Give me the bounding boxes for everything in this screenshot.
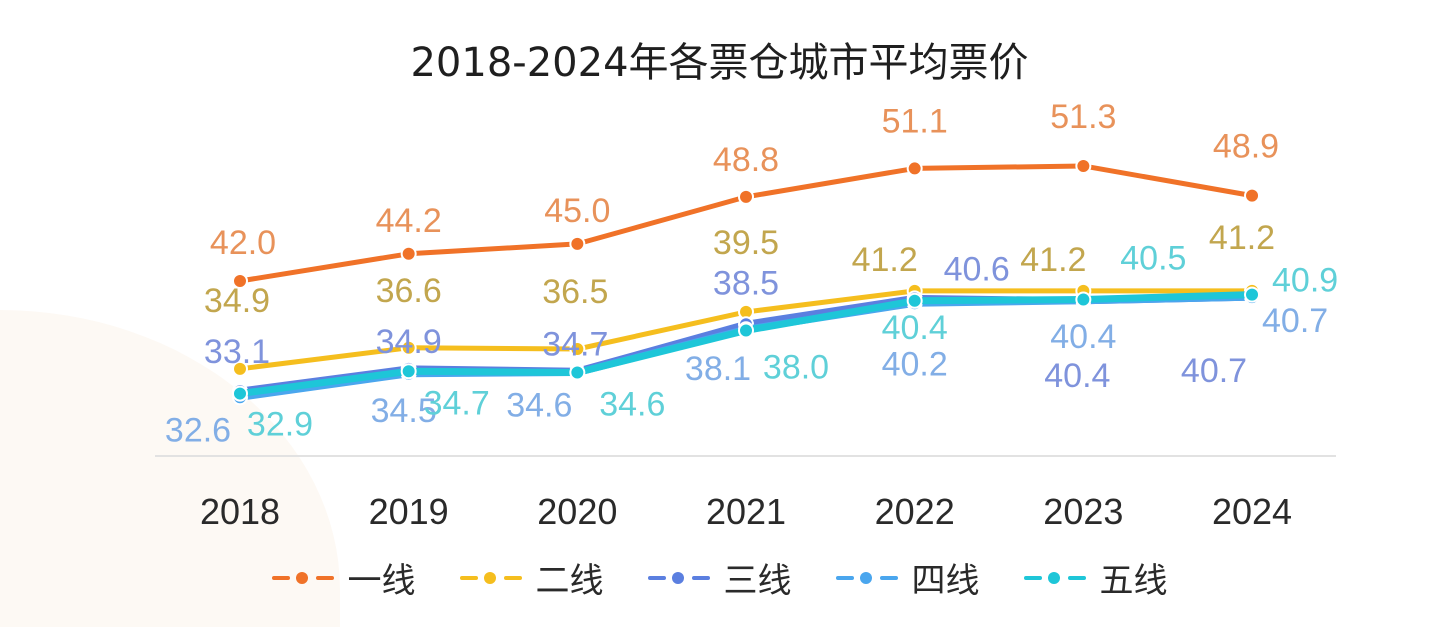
data-label: 34.6	[506, 387, 572, 425]
data-label: 42.0	[210, 224, 276, 262]
x-tick-label: 2024	[1212, 491, 1292, 532]
data-label: 40.4	[1050, 318, 1116, 356]
x-tick-label: 2018	[200, 491, 280, 532]
data-label: 40.4	[1044, 357, 1110, 395]
data-label: 48.9	[1213, 128, 1279, 166]
legend-label: 五线	[1099, 561, 1168, 601]
x-tick-label: 2023	[1043, 491, 1123, 532]
chart-title: 2018-2024年各票仓城市平均票价	[410, 40, 1029, 86]
data-label: 40.7	[1262, 302, 1328, 340]
data-label: 40.9	[1272, 262, 1338, 300]
data-point[interactable]	[906, 160, 923, 177]
data-label: 40.7	[1181, 352, 1247, 390]
legend-swatch-icon	[459, 571, 522, 585]
data-point[interactable]	[1075, 291, 1092, 308]
legend-swatch-icon	[1023, 571, 1086, 585]
data-label: 40.6	[944, 250, 1010, 288]
data-point[interactable]	[232, 385, 248, 402]
data-label: 39.5	[713, 224, 779, 262]
data-label: 34.7	[424, 384, 490, 422]
data-label: 32.6	[165, 411, 231, 449]
data-label: 41.2	[1020, 241, 1086, 279]
x-tick-label: 2021	[706, 491, 786, 532]
legend-label: 二线	[535, 561, 604, 601]
data-point[interactable]	[232, 273, 248, 289]
data-point[interactable]	[738, 188, 755, 205]
legend-item-tier4[interactable]: 四线	[835, 553, 980, 602]
legend-item-tier1[interactable]: 一线	[271, 553, 416, 602]
legend-item-tier5[interactable]: 五线	[1023, 553, 1168, 602]
data-point[interactable]	[1244, 187, 1261, 204]
data-label: 36.5	[542, 273, 608, 311]
data-label: 34.7	[542, 325, 608, 363]
legend-swatch-icon	[835, 571, 898, 585]
data-label: 36.6	[376, 272, 442, 310]
legend-swatch-icon	[647, 571, 710, 585]
data-point[interactable]	[569, 341, 586, 358]
data-label: 40.5	[1120, 240, 1186, 278]
data-label: 40.2	[882, 345, 948, 383]
data-label: 51.1	[882, 102, 948, 140]
legend-item-tier3[interactable]: 三线	[647, 553, 792, 602]
data-point[interactable]	[738, 322, 755, 339]
x-axis: 2018 2019 2020 2021 2022 2023 2024	[155, 455, 1336, 532]
data-label: 38.0	[763, 348, 829, 386]
data-point[interactable]	[906, 292, 923, 309]
data-point[interactable]	[400, 339, 417, 356]
data-labels: 42.0 44.2 45.0 48.8 51.1 51.3 48.9 34.9 36.6 36.5…	[165, 98, 1338, 449]
data-label: 48.8	[713, 141, 779, 179]
x-tick-label: 2019	[369, 491, 449, 532]
data-label: 41.2	[1209, 219, 1275, 257]
data-label: 34.9	[204, 282, 270, 320]
data-point[interactable]	[400, 245, 417, 262]
data-label: 51.3	[1050, 98, 1116, 136]
data-point[interactable]	[569, 364, 586, 381]
data-label: 34.9	[376, 323, 442, 361]
data-label: 34.5	[371, 392, 437, 430]
legend: 一线 二线 三线 四线 五线	[0, 553, 1439, 602]
legend-label: 四线	[911, 561, 980, 601]
data-point[interactable]	[1075, 157, 1092, 174]
legend-label: 三线	[723, 561, 792, 601]
data-label: 44.2	[376, 202, 442, 240]
legend-label: 一线	[347, 561, 416, 601]
data-point[interactable]	[1244, 286, 1261, 303]
data-label: 33.1	[204, 333, 270, 371]
series-lines	[232, 157, 1261, 406]
data-label: 38.5	[713, 264, 779, 302]
data-label: 45.0	[544, 192, 610, 230]
data-label: 34.6	[599, 386, 665, 424]
data-label: 32.9	[247, 406, 313, 444]
data-label: 41.2	[852, 241, 918, 279]
legend-swatch-icon	[271, 571, 334, 585]
data-label: 38.1	[685, 350, 751, 388]
x-tick-label: 2022	[875, 491, 955, 532]
legend-item-tier2[interactable]: 二线	[459, 553, 604, 602]
data-label: 40.4	[882, 309, 948, 347]
x-tick-label: 2020	[537, 491, 617, 532]
data-point[interactable]	[569, 235, 586, 252]
data-point[interactable]	[400, 363, 417, 380]
data-point[interactable]	[232, 360, 248, 377]
